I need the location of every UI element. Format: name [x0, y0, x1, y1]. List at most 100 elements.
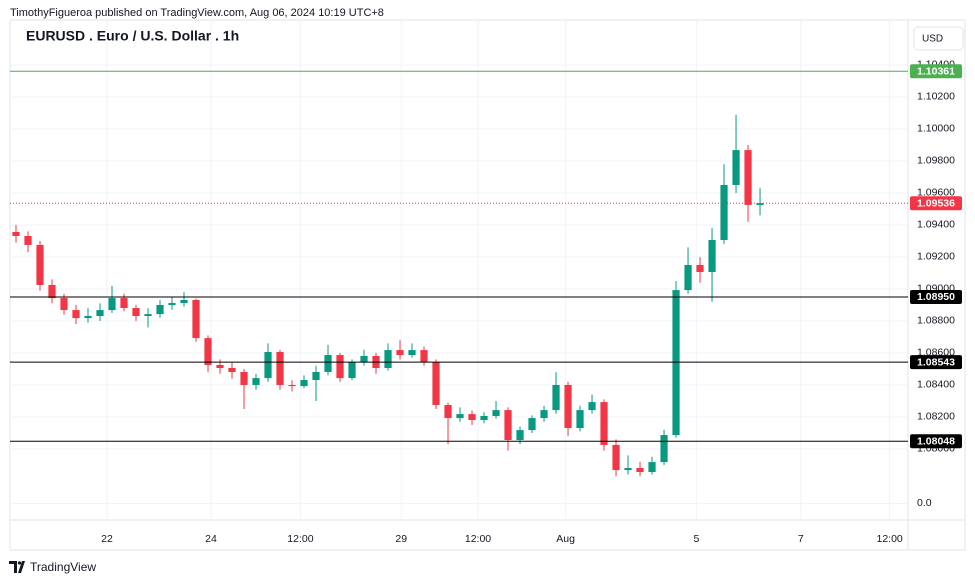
- candle-body: [360, 356, 368, 363]
- candle-body: [336, 355, 344, 379]
- y-tick-label: 1.10000: [917, 123, 955, 135]
- y-tick-label: 0.0: [917, 497, 932, 509]
- price-label-box: [910, 196, 962, 211]
- candle-body: [312, 372, 320, 380]
- candle-body: [36, 244, 44, 285]
- publish-header: TimothyFigueroa published on TradingView…: [10, 7, 384, 19]
- candle-body: [516, 430, 524, 440]
- candle-body: [156, 304, 164, 315]
- candle-body: [264, 352, 272, 379]
- candle-body: [732, 150, 740, 185]
- candle-body: [456, 414, 464, 419]
- candle-body: [576, 410, 584, 428]
- candle-body: [636, 468, 644, 472]
- candle-body: [528, 418, 536, 431]
- candle-body: [480, 416, 488, 420]
- price-label-box: [910, 64, 962, 79]
- candle-body: [216, 364, 224, 368]
- price-label: 1.10361: [917, 65, 955, 77]
- candle-body: [600, 402, 608, 445]
- y-tick-label: 1.08200: [917, 411, 955, 423]
- candle-body: [492, 410, 500, 416]
- candle-body: [744, 150, 752, 205]
- y-tick-label: 1.09200: [917, 251, 955, 263]
- price-label-box: [910, 355, 962, 370]
- candle-body: [252, 378, 260, 385]
- logo-icon: [9, 561, 25, 573]
- candle-body: [552, 384, 560, 411]
- candle-body: [696, 264, 704, 272]
- candle-body: [396, 350, 404, 356]
- y-tick-label: 1.10200: [917, 91, 955, 103]
- candle-body: [504, 410, 512, 440]
- candle-body: [384, 350, 392, 368]
- candle-body: [288, 384, 296, 387]
- candle-body: [684, 264, 692, 291]
- currency-button[interactable]: [913, 26, 964, 51]
- candle-body: [168, 303, 176, 305]
- x-tick-label: 12:00: [465, 533, 491, 545]
- candle-body: [432, 362, 440, 405]
- candle-body: [180, 300, 188, 304]
- candle-body: [144, 314, 152, 316]
- candle-body: [72, 310, 80, 319]
- currency-label[interactable]: USD: [922, 34, 943, 45]
- price-label: 1.08048: [917, 436, 955, 448]
- symbol-title: EURUSD . Euro / U.S. Dollar . 1h: [26, 28, 239, 44]
- y-tick-label: 1.08400: [917, 379, 955, 391]
- candle-body: [612, 444, 620, 471]
- grid: [10, 20, 908, 520]
- candle-body: [84, 316, 92, 319]
- candle-body: [648, 462, 656, 472]
- candle-body: [276, 352, 284, 385]
- x-tick-label: 7: [798, 533, 804, 545]
- candle-body: [324, 355, 332, 372]
- price-label-box: [910, 434, 962, 449]
- y-tick-label: 1.09600: [917, 187, 955, 199]
- x-tick-label: 24: [205, 533, 217, 545]
- candle-body: [708, 240, 716, 272]
- candle-body: [240, 372, 248, 385]
- x-tick-label: 12:00: [876, 533, 902, 545]
- candle-body: [408, 350, 416, 356]
- price-label: 1.08950: [917, 291, 955, 303]
- x-tick-label: Aug: [556, 533, 575, 545]
- candle-body: [120, 298, 128, 308]
- candle-body: [132, 308, 140, 316]
- price-label-box: [910, 289, 962, 304]
- candle-body: [204, 338, 212, 365]
- candle-body: [468, 414, 476, 420]
- candle-body: [24, 236, 32, 245]
- candle-body: [300, 380, 308, 387]
- candle-body: [192, 300, 200, 339]
- candle-body: [96, 310, 104, 316]
- candle-body: [720, 184, 728, 240]
- x-tick-label: 5: [694, 533, 700, 545]
- price-label: 1.08543: [917, 356, 955, 368]
- y-tick-label: 1.09800: [917, 155, 955, 167]
- candle-body: [660, 435, 668, 463]
- logo-dot: [17, 561, 22, 565]
- candle-body: [540, 410, 548, 419]
- candle-body: [12, 232, 20, 236]
- candle-body: [420, 350, 428, 363]
- x-tick-label: 29: [395, 533, 407, 545]
- candle-body: [108, 298, 116, 311]
- candle-body: [348, 362, 356, 379]
- footer-brand: TradingView: [30, 560, 96, 574]
- y-tick-label: 1.08800: [917, 315, 955, 327]
- candle-body: [756, 203, 764, 205]
- candle-body: [48, 284, 56, 299]
- candle-body: [444, 404, 452, 419]
- candle-body: [564, 384, 572, 428]
- footer-logo: [9, 561, 25, 573]
- candle-body: [588, 402, 596, 411]
- x-tick-label: 12:00: [287, 533, 313, 545]
- y-tick-label: 1.09400: [917, 219, 955, 231]
- candle-body: [60, 298, 68, 311]
- candle-body: [228, 368, 236, 372]
- price-label: 1.09536: [917, 197, 955, 209]
